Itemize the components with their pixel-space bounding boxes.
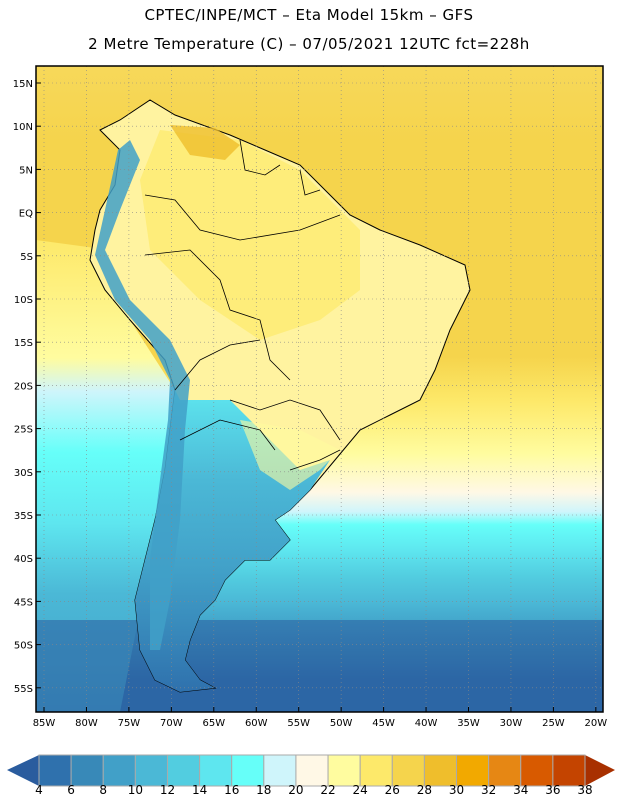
colorbar-swatch (520, 754, 554, 787)
lon-label: 30W (500, 718, 523, 729)
lat-label: 20S (14, 381, 33, 392)
lon-label: 20W (585, 718, 608, 729)
lat-label: 15N (13, 79, 33, 90)
lon-label: 65W (202, 718, 225, 729)
colorbar-label: 36 (545, 783, 561, 797)
lat-label: EQ (19, 209, 33, 220)
lon-label: 80W (75, 718, 98, 729)
colorbar-swatch (102, 754, 136, 787)
colorbar-swatch (263, 754, 297, 787)
colorbar-label: 38 (577, 783, 593, 797)
lon-label: 45W (372, 718, 395, 729)
lat-label: 25S (14, 425, 33, 436)
lon-label: 75W (118, 718, 141, 729)
colorbar-below-arrow (7, 755, 39, 786)
colorbar-swatch (488, 754, 522, 787)
colorbar-label: 22 (320, 783, 336, 797)
colorbar-label: 12 (159, 783, 176, 797)
colorbar-swatch (166, 754, 201, 787)
venezuela-hot-region (170, 125, 240, 160)
lat-label: 5N (19, 165, 33, 176)
title-line-1: CPTEC/INPE/MCT – Eta Model 15km – GFS (144, 6, 474, 24)
colorbar-label: 16 (224, 783, 240, 797)
lon-label: 35W (457, 718, 480, 729)
colorbar-label: 28 (416, 783, 433, 797)
map-frame (35, 65, 604, 713)
colorbar-swatch (423, 754, 458, 787)
lat-label: 5S (20, 252, 33, 263)
amazon-warm-region (140, 130, 360, 340)
lat-label: 30S (14, 468, 33, 479)
colorbar-swatch (295, 754, 329, 787)
colorbar-label: 18 (256, 783, 272, 797)
colorbar-swatch (359, 754, 393, 787)
colorbar-label: 10 (127, 783, 143, 797)
colorbar-label: 32 (481, 783, 497, 797)
lat-label: 15S (14, 338, 33, 349)
colorbar-label: 6 (67, 783, 75, 797)
colorbar-label: 34 (513, 783, 529, 797)
colorbar-swatch (38, 754, 72, 787)
axis-labels: 15N 10N 5N EQ 5S 10S 15S 20S 25S 30S 35S 40S 45S 50S 5… (13, 79, 607, 729)
colorbar-swatch (199, 754, 233, 787)
lat-label: 45S (14, 597, 33, 608)
colorbar-label: 20 (288, 783, 304, 797)
lat-label: 10N (13, 122, 33, 133)
colorbar-label: 4 (35, 783, 43, 797)
lat-label: 55S (14, 684, 33, 695)
country-borders (144, 139, 341, 471)
colorbar-label: 30 (448, 783, 465, 797)
graticule (36, 66, 603, 712)
colorbar (7, 754, 615, 787)
lon-label: 70W (160, 718, 183, 729)
lon-label: 60W (245, 718, 268, 729)
title-line-2: 2 Metre Temperature (C) – 07/05/2021 12U… (88, 35, 530, 53)
pampas-region (240, 420, 340, 490)
lat-label: 35S (14, 511, 33, 522)
colorbar-swatch (391, 754, 425, 787)
lon-label: 55W (287, 718, 310, 729)
andes-cold-strip (95, 140, 190, 650)
lat-label: 50S (14, 641, 33, 652)
colorbar-label: 26 (384, 783, 400, 797)
colorbar-label: 8 (99, 783, 108, 797)
colorbar-swatch (456, 754, 490, 787)
lon-label: 40W (415, 718, 438, 729)
lat-label: 40S (14, 554, 33, 565)
lon-label: 50W (330, 718, 353, 729)
colorbar-above-arrow (585, 755, 615, 786)
colorbar-swatch (231, 754, 265, 787)
colorbar-swatch (552, 754, 586, 787)
colorbar-swatch (327, 754, 361, 787)
lon-label: 25W (542, 718, 565, 729)
southern-ocean-field (36, 620, 603, 712)
colorbar-swatch (70, 754, 104, 787)
lon-label: 85W (33, 718, 56, 729)
lat-label: 10S (14, 295, 33, 306)
colorbar-label: 14 (191, 783, 208, 797)
colorbar-swatch (134, 754, 168, 787)
colorbar-label: 24 (352, 783, 368, 797)
